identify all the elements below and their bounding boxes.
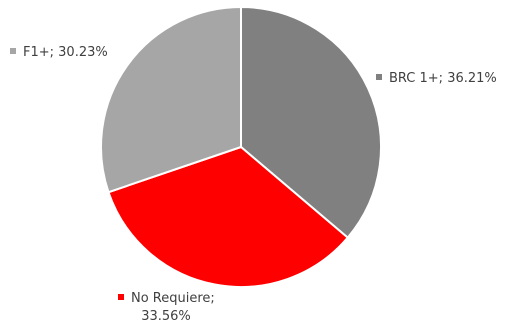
data-label-brc-1plus: BRC 1+; 36.21% xyxy=(376,71,497,86)
data-label-f1plus: F1+; 30.23% xyxy=(10,45,108,60)
data-label-text-no-requiere-line1: No Requiere; xyxy=(131,291,215,306)
pie-slice-no-requiere xyxy=(107,145,350,288)
pie-slices xyxy=(100,5,382,288)
data-label-text-no-requiere-line2: 33.56% xyxy=(141,309,191,324)
data-label-text-f1plus: F1+; 30.23% xyxy=(23,45,108,60)
data-label-text-brc-1plus: BRC 1+; 36.21% xyxy=(389,71,497,86)
legend-key-no-requiere xyxy=(118,294,124,300)
legend-key-f1plus xyxy=(10,48,16,54)
legend-key-brc-1plus xyxy=(376,74,382,80)
data-label-no-requiere: No Requiere; 33.56% xyxy=(118,291,215,324)
pie-slice-brc-1plus xyxy=(240,5,382,240)
pie-slice-f1plus xyxy=(100,5,242,194)
